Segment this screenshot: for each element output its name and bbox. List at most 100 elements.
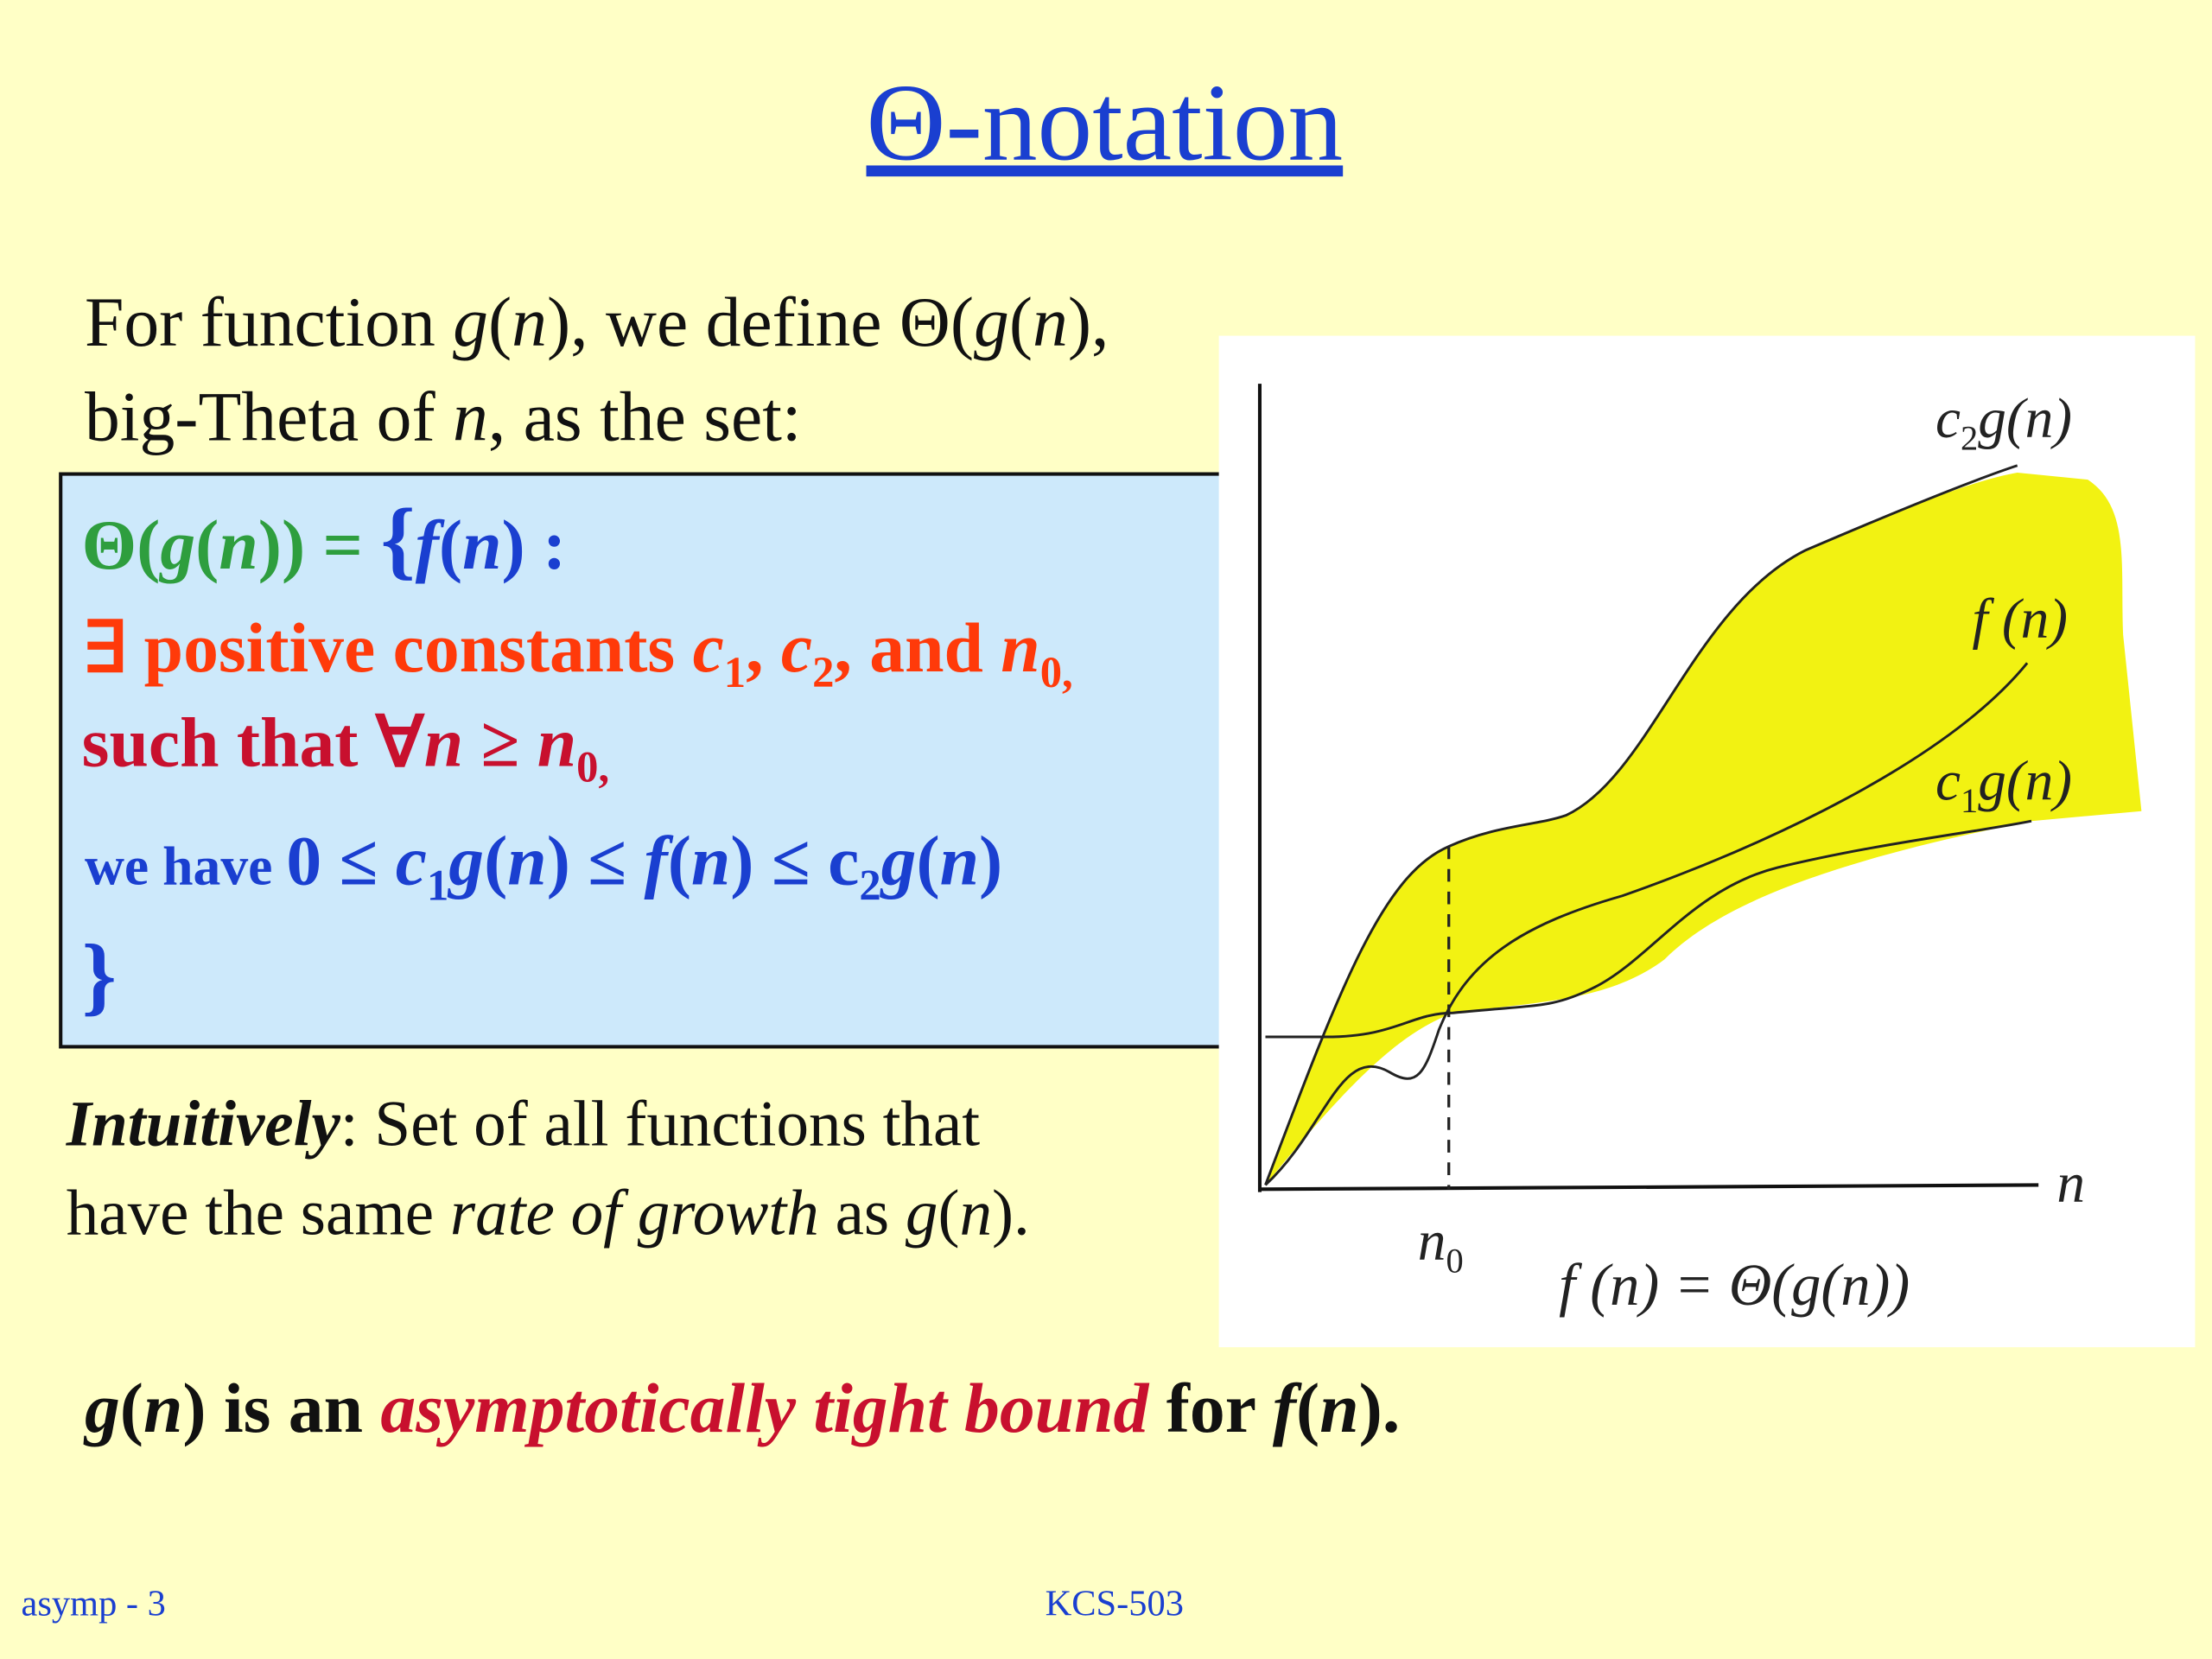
text-run: c [396,822,427,900]
text-run: big-Theta of [85,377,453,455]
definition-line: such that ∀n ≥ n0, [82,703,609,791]
text-run: ( [439,505,462,584]
middle-label: f (n) [1972,588,2068,651]
text-run: as [819,1178,906,1249]
text-run: ( [195,505,219,584]
text-run: Intuitively [66,1089,341,1160]
text-run: ( [1009,283,1033,361]
text-run: 0 ≤ [286,822,395,900]
text-run: ) [979,822,1002,900]
intuition-line: Intuitively: Set of all functions that [66,1089,981,1160]
definition-box [59,472,1241,1049]
text-run: n [959,1178,992,1249]
text-run: such that ∀ [82,703,426,782]
text-run: ). [1359,1369,1401,1447]
text-run: n [512,283,547,361]
text-run: ) is an [182,1369,380,1447]
text-run: 0, [1040,648,1073,696]
text-run: 0 [1446,1241,1463,1280]
text-run: 0, [576,742,609,791]
text-run: for [1148,1369,1273,1447]
text-run: ) ≤ [547,822,645,900]
text-run: have the same [67,1178,450,1249]
text-run: asymptotically tight bound [380,1369,1149,1447]
x-axis [1259,1183,2039,1192]
text-run: rate of growth [450,1178,819,1249]
text-run: 2 [859,861,880,910]
text-run: c [1936,388,1961,450]
text-run: ( [120,1369,143,1447]
lower-bound-curve [1265,819,2032,1039]
text-run: n [1418,1211,1446,1273]
intro-line: For function g(n), we define Θ(g(n), [85,283,1109,361]
text-run: g [906,1178,938,1249]
text-run: n [462,505,501,584]
text-run: c [781,608,812,687]
lower-label: c1g(n) [1936,751,2072,820]
text-run: 2 [1961,418,1978,457]
upper-label: c2g(n) [1936,388,2072,457]
text-run: ), [1068,283,1109,361]
text-run: ∃ positive constants [82,608,693,687]
upper-bound-curve [1264,464,2018,1185]
footer-center: KCS-503 [1046,1583,1184,1624]
text-run: Θ( [82,505,161,584]
definition-line: we have 0 ≤ c1g(n) ≤ f(n) ≤ c2g(n) [85,822,1002,910]
text-run: 1 [1961,781,1978,820]
text-run: n [940,822,979,900]
text-run: c [1936,751,1961,813]
text-run: , as the set: [488,377,802,455]
text-run: we have [85,836,286,897]
text-run: : Set of all functions that [340,1089,981,1160]
text-run: g [447,822,484,900]
text-run: g(n) [1978,388,2072,450]
text-run: ( [1296,1369,1319,1447]
function-curve [1264,662,2029,1186]
text-run: n [1319,1369,1358,1447]
definition-line: ∃ positive constants c1, c2, and n0, [82,608,1073,696]
text-run: c [693,608,724,687]
text-run: { [380,491,415,588]
text-run: ( [938,1178,959,1249]
bound-region [1265,472,2142,1185]
text-run: , and [834,608,1001,687]
theta-graph: n f (n) f (n) = Θ(g(n)) [1218,335,2196,1348]
text-run: ( [484,822,507,900]
text-run: } [82,926,117,1024]
text-run: n [691,822,730,900]
text-run: ( [488,283,512,361]
text-run: g [880,822,917,900]
text-run: ) ≤ c [730,822,859,900]
text-run: n [537,703,576,782]
slide-title: Θ-notation [867,61,1344,183]
text-run: ), we define Θ( [547,283,974,361]
intuition-line: have the same rate of growth as g(n). [67,1178,1030,1249]
text-run: 1 [427,861,448,910]
text-run: n [143,1369,182,1447]
conclusion: g(n) is an asymptotically tight bound fo… [83,1369,1400,1447]
text-run: ≥ [463,703,537,782]
graph-caption: f (n) = Θ(g(n)) [1559,1252,1910,1318]
text-run: For function [85,283,453,361]
text-run: n [453,377,488,455]
footer-left: asymp - 3 [21,1583,165,1624]
definition-line: } [82,926,117,1024]
text-run: 2 [812,648,834,696]
definition-line: Θ(g(n)) = {f(n) : [82,491,567,588]
text-run: g [83,1369,120,1447]
text-run: )) = [258,505,381,584]
text-run: 1 [724,648,746,696]
text-run: ). [992,1178,1030,1249]
text-run: g [158,505,195,584]
text-run: n [1033,283,1068,361]
text-run: g [453,283,488,361]
text-run: ( [668,822,691,900]
text-run: g(n) [1978,751,2072,813]
intro-line: big-Theta of n, as the set: [85,377,802,455]
text-run: , [746,608,781,687]
text-run: n [507,822,546,900]
text-run: g [974,283,1009,361]
x-axis-label: n [2056,1153,2085,1215]
text-run: n [219,505,257,584]
